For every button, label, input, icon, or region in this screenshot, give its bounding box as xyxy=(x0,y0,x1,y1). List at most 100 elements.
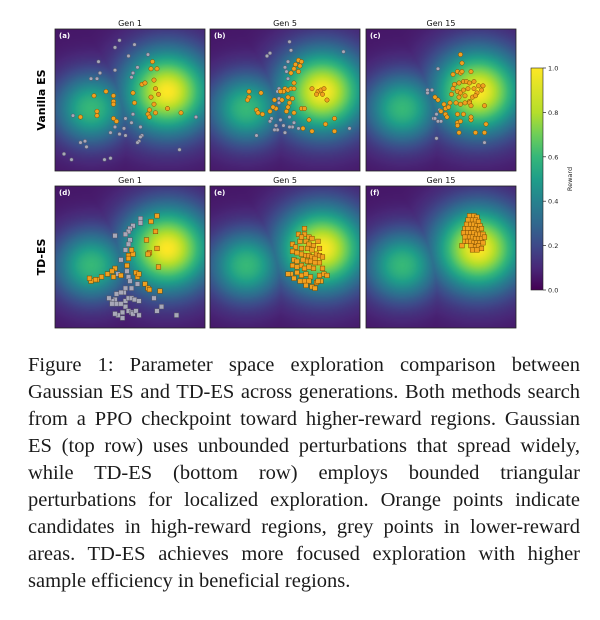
orange-point xyxy=(145,251,151,257)
grey-point xyxy=(434,136,439,141)
orange-point xyxy=(298,262,305,269)
colorbar-label: Reward xyxy=(566,167,574,191)
grey-point xyxy=(118,289,124,296)
orange-point xyxy=(151,101,157,107)
orange-point xyxy=(323,121,328,127)
orange-point xyxy=(299,59,304,65)
orange-point xyxy=(125,255,132,261)
grey-point xyxy=(131,297,138,303)
orange-point xyxy=(319,265,326,271)
orange-point xyxy=(284,108,289,114)
orange-point xyxy=(155,264,162,270)
orange-point xyxy=(461,111,466,117)
panel-f: Gen 15 (f) xyxy=(365,176,517,329)
grey-point xyxy=(136,312,142,318)
panel-label: (a) xyxy=(59,32,70,40)
orange-point xyxy=(482,130,487,136)
grey-point xyxy=(119,309,126,315)
orange-point xyxy=(130,90,136,96)
grey-point xyxy=(88,76,94,81)
orange-point xyxy=(258,90,264,96)
colorbar-tick-label: 0.2 xyxy=(548,242,558,250)
orange-point xyxy=(157,288,163,294)
orange-point xyxy=(462,93,468,99)
orange-point xyxy=(469,247,476,253)
orange-point xyxy=(270,104,276,110)
grey-point xyxy=(296,126,301,131)
orange-point xyxy=(450,71,456,77)
orange-point xyxy=(482,103,487,109)
orange-point xyxy=(124,262,130,269)
colorbar-tick-label: 0.6 xyxy=(548,153,558,161)
grey-point xyxy=(133,308,139,314)
orange-point xyxy=(468,243,474,249)
colorbar-gradient xyxy=(530,67,544,291)
grey-point xyxy=(136,298,142,304)
orange-point xyxy=(98,274,105,280)
orange-point xyxy=(450,86,456,92)
orange-point xyxy=(463,221,470,227)
orange-point xyxy=(142,80,148,86)
orange-point xyxy=(324,272,330,279)
orange-point xyxy=(465,217,471,223)
grey-point xyxy=(130,223,136,229)
grey-point xyxy=(254,133,259,138)
colorbar: 0.0 0.2 0.4 0.6 0.8 1.0 Reward xyxy=(530,65,574,295)
orange-point xyxy=(314,91,319,97)
orange-point xyxy=(468,114,474,120)
orange-point xyxy=(152,228,159,234)
orange-point xyxy=(301,226,308,232)
grey-point xyxy=(130,112,136,117)
grey-point xyxy=(145,52,151,57)
grey-point xyxy=(177,147,182,152)
orange-point xyxy=(312,285,318,291)
orange-point xyxy=(319,254,326,260)
orange-point xyxy=(289,241,296,247)
orange-point xyxy=(298,251,305,257)
row-label-vanilla-es: Vanilla ES xyxy=(35,69,48,130)
grey-point xyxy=(122,285,129,291)
panel-title: Gen 1 xyxy=(118,19,142,28)
grey-point xyxy=(429,88,435,93)
colorbar-tick-label: 1.0 xyxy=(548,65,558,73)
panel-label: (d) xyxy=(59,189,70,197)
grey-point xyxy=(138,124,143,130)
orange-point xyxy=(110,274,117,280)
orange-point xyxy=(303,282,309,288)
grey-point xyxy=(106,295,112,301)
orange-point xyxy=(435,97,441,103)
grey-point xyxy=(69,157,74,162)
panel-title: Gen 15 xyxy=(427,19,456,28)
grey-point xyxy=(84,144,89,149)
orange-point xyxy=(156,91,161,97)
grey-point xyxy=(347,126,352,131)
orange-point xyxy=(312,260,318,266)
grey-point xyxy=(94,76,100,81)
orange-point xyxy=(151,77,157,83)
grey-point xyxy=(122,247,129,253)
grey-point xyxy=(117,132,122,137)
orange-point xyxy=(332,116,337,121)
orange-point xyxy=(446,104,451,110)
orange-point xyxy=(294,250,300,256)
grey-point xyxy=(282,65,288,70)
grey-point xyxy=(78,140,83,145)
orange-point xyxy=(267,108,273,114)
orange-point xyxy=(103,89,109,94)
orange-point xyxy=(462,100,468,106)
grey-point xyxy=(288,48,294,53)
grey-point xyxy=(438,119,444,124)
orange-point xyxy=(441,101,447,107)
orange-point xyxy=(104,271,111,277)
orange-point xyxy=(92,277,99,283)
orange-point xyxy=(165,106,170,111)
orange-point xyxy=(453,100,459,106)
orange-point xyxy=(118,272,124,279)
grey-point xyxy=(112,124,118,130)
orange-point xyxy=(480,240,486,246)
grey-point xyxy=(61,151,67,157)
grey-point xyxy=(125,228,132,234)
orange-point xyxy=(309,86,315,92)
orange-point xyxy=(458,118,463,124)
orange-point xyxy=(147,107,152,113)
